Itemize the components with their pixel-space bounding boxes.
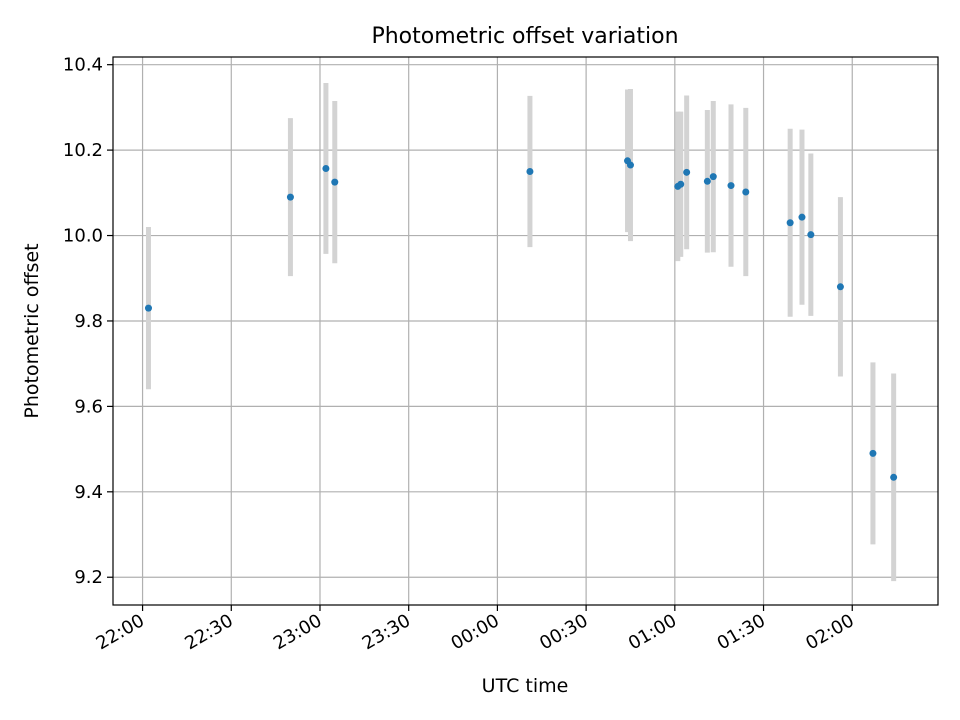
data-point (703, 177, 711, 185)
data-point (626, 161, 634, 169)
data-point (526, 167, 534, 175)
data-point (869, 449, 877, 457)
data-points (144, 157, 898, 481)
y-tick-label: 9.6 (74, 396, 103, 417)
y-tick-label: 10.4 (63, 55, 103, 76)
data-point (331, 178, 339, 186)
y-axis-ticks: 9.2 9.4 9.6 9.8 10.0 10.2 10.4 (63, 55, 113, 588)
y-axis-label: Photometric offset (21, 243, 43, 418)
x-axis-label: UTC time (482, 675, 569, 697)
data-point (286, 193, 294, 201)
chart-title: Photometric offset variation (371, 24, 678, 49)
data-point (798, 213, 806, 221)
data-point (890, 473, 898, 481)
data-point (709, 173, 717, 181)
data-point (742, 188, 750, 196)
y-tick-label: 9.4 (74, 482, 103, 503)
y-tick-label: 9.8 (74, 311, 103, 332)
data-point (683, 168, 691, 176)
data-point (677, 180, 685, 188)
y-tick-label: 10.0 (63, 226, 103, 247)
data-point (807, 231, 815, 239)
data-point (322, 164, 330, 172)
data-point (786, 219, 794, 227)
data-point (727, 182, 735, 190)
y-tick-label: 9.2 (74, 567, 103, 588)
data-point (144, 304, 152, 312)
data-point (836, 283, 844, 291)
y-tick-label: 10.2 (63, 140, 103, 161)
plot-frame (112, 56, 939, 606)
